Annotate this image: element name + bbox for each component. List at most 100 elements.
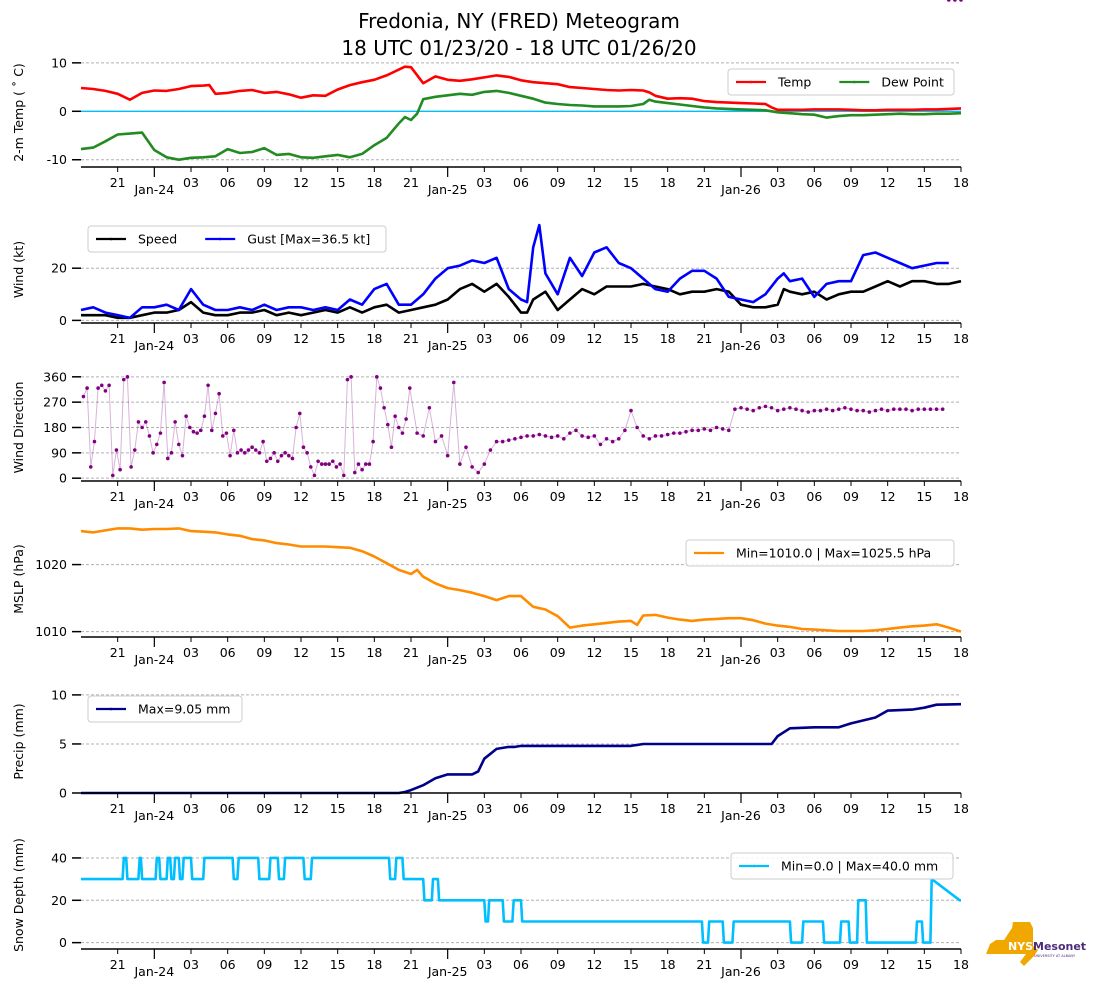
data-point	[635, 425, 639, 430]
legend-mslp: Min=1010.0 | Max=1025.5 hPa	[685, 539, 955, 567]
x-tick-label: 03	[183, 957, 199, 972]
data-point	[904, 407, 908, 411]
data-point	[279, 453, 284, 458]
data-point	[922, 407, 927, 411]
x-tick-label: 03	[476, 957, 492, 972]
data-point	[739, 405, 743, 410]
x-tick-label: 18	[953, 331, 969, 346]
series-line-min=0.0	[81, 856, 962, 944]
data-point	[494, 439, 499, 444]
data-point	[916, 407, 921, 411]
x-tick-label: 09	[843, 331, 859, 346]
data-point	[330, 459, 335, 464]
x-date-label: Jan-24	[133, 182, 174, 197]
series-line-dew	[80, 89, 962, 161]
x-tick-label: 09	[843, 645, 859, 660]
data-point	[385, 422, 390, 427]
data-point	[537, 432, 542, 437]
data-point	[312, 473, 317, 478]
data-point	[794, 407, 798, 411]
data-point	[568, 431, 572, 435]
x-tick-label: 15	[916, 801, 932, 816]
x-tick-label: 06	[220, 645, 236, 660]
data-point	[531, 434, 536, 438]
data-point	[198, 428, 203, 433]
data-point	[953, 0, 957, 2]
x-tick-label: 03	[476, 645, 492, 660]
x-tick-label: 12	[880, 175, 896, 190]
x-tick-label: 09	[550, 645, 566, 660]
data-point	[946, 0, 951, 2]
x-tick-label: 15	[916, 957, 932, 972]
x-tick-label: 06	[513, 175, 529, 190]
data-point	[374, 375, 379, 379]
x-tick-label: 21	[696, 957, 712, 972]
x-tick-label: 03	[476, 331, 492, 346]
data-point	[836, 407, 841, 411]
x-tick-label: 21	[696, 801, 712, 816]
data-point	[220, 434, 225, 438]
data-point	[690, 428, 694, 433]
data-point	[165, 456, 170, 461]
x-tick-label: 21	[696, 489, 712, 504]
panel-precip: 0 5 10 Precip (mm) 21 03 06 09 12 15 18 21 03 06 09 12 1…	[11, 687, 969, 823]
data-point	[513, 436, 517, 441]
legend-snow: Min=0.0 | Max=40.0 mm	[730, 852, 954, 880]
y-tick-label: 0	[59, 786, 67, 801]
x-tick-label: 03	[476, 489, 492, 504]
x-tick-label: 06	[806, 957, 822, 972]
data-point	[763, 404, 768, 409]
data-point	[400, 431, 405, 435]
data-point	[92, 439, 97, 444]
x-tick-label: 15	[330, 645, 346, 660]
legend-label: Dew Point	[881, 75, 944, 90]
x-tick-label: 15	[330, 801, 346, 816]
data-point	[641, 434, 646, 438]
y-tick-label: 20	[51, 261, 67, 276]
data-point	[678, 431, 682, 435]
x-tick-label: 18	[660, 957, 676, 972]
data-point	[745, 407, 749, 411]
legend-label: Min=0.0 | Max=40.0 mm	[781, 859, 938, 874]
x-tick-label: 06	[806, 489, 822, 504]
data-point	[173, 420, 177, 424]
y-tick-label: 10	[51, 55, 67, 70]
data-point	[470, 465, 474, 469]
x-date-label: Jan-24	[133, 964, 174, 979]
x-tick-label: 12	[586, 331, 602, 346]
x-tick-label: 18	[366, 645, 382, 660]
data-point	[257, 451, 262, 455]
x-tick-label: 09	[550, 175, 566, 190]
data-point	[396, 425, 401, 430]
data-point	[371, 439, 375, 444]
data-point	[849, 407, 853, 411]
x-tick-label: 09	[256, 175, 272, 190]
data-point	[290, 456, 295, 461]
data-point	[169, 451, 174, 455]
data-point	[180, 453, 185, 458]
y-axis-label: Wind (kt)	[11, 241, 26, 298]
x-tick-label: 21	[696, 331, 712, 346]
y-tick-label: 0	[59, 104, 67, 119]
data-point	[891, 407, 896, 411]
data-point	[184, 414, 188, 419]
data-point	[356, 462, 361, 466]
data-point	[818, 408, 823, 413]
data-point	[726, 428, 731, 433]
legend-label: Speed	[138, 232, 177, 247]
data-point	[476, 470, 481, 475]
data-point	[940, 407, 945, 411]
x-tick-label: 18	[953, 175, 969, 190]
data-point	[928, 407, 933, 411]
x-tick-label: 18	[953, 957, 969, 972]
data-point	[272, 451, 276, 455]
x-tick-label: 21	[110, 957, 126, 972]
data-point	[382, 405, 386, 410]
x-tick-label: 09	[256, 801, 272, 816]
x-tick-label: 06	[220, 175, 236, 190]
data-point	[213, 411, 218, 416]
data-point	[264, 459, 269, 464]
data-point	[327, 462, 331, 466]
data-point	[151, 451, 155, 455]
data-point	[121, 377, 126, 382]
